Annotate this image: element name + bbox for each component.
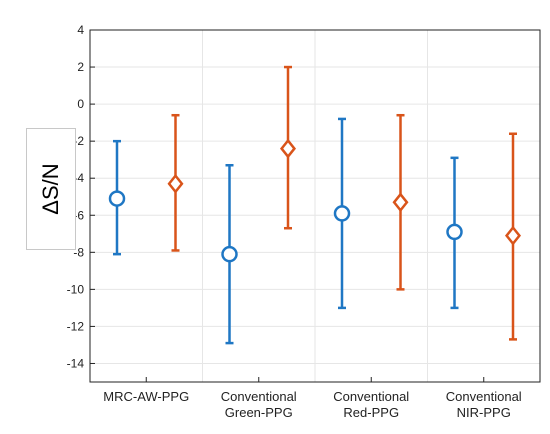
y-axis-label: ΔS/N <box>38 163 63 215</box>
y-tick-label: -4 <box>73 171 84 185</box>
x-tick-label: MRC-AW-PPG <box>103 389 189 404</box>
mean-marker-circle <box>108 190 126 207</box>
mean-marker-diamond <box>167 173 184 194</box>
y-tick-label: -6 <box>73 208 84 222</box>
x-tick-label: Conventional <box>221 389 297 404</box>
mean-marker-diamond <box>504 225 522 246</box>
mean-marker-circle <box>333 205 351 222</box>
x-tick-label: Red-PPG <box>343 405 399 420</box>
y-tick-label: 4 <box>77 23 84 37</box>
y-axis: 4 2 0 -2 -4 -6 -8 -10 -12 -14 <box>67 23 95 370</box>
y-tick-label: -2 <box>73 134 84 148</box>
y-tick-label: 2 <box>77 60 84 74</box>
x-tick-label: Conventional <box>446 389 522 404</box>
mean-marker-diamond <box>392 192 409 213</box>
plot-frame <box>89 29 541 383</box>
y-axis-label-box: ΔS/N <box>26 128 76 250</box>
x-tick-label: NIR-PPG <box>457 405 511 420</box>
y-tick-label: -14 <box>67 356 85 370</box>
y-tick-label: -12 <box>67 319 85 333</box>
mean-marker-circle <box>446 223 463 241</box>
error-bars <box>108 65 522 345</box>
x-axis: MRC-AW-PPG ConventionalGreen-PPGConventio… <box>103 377 522 420</box>
y-tick-label: -10 <box>67 282 85 296</box>
grid-lines <box>90 29 540 382</box>
mean-marker-circle <box>221 245 238 263</box>
mean-marker-diamond <box>279 138 297 159</box>
x-tick-label: Green-PPG <box>225 405 293 420</box>
y-tick-label: -8 <box>73 245 84 259</box>
x-tick-label: Conventional <box>333 389 409 404</box>
y-tick-label: 0 <box>77 97 84 111</box>
